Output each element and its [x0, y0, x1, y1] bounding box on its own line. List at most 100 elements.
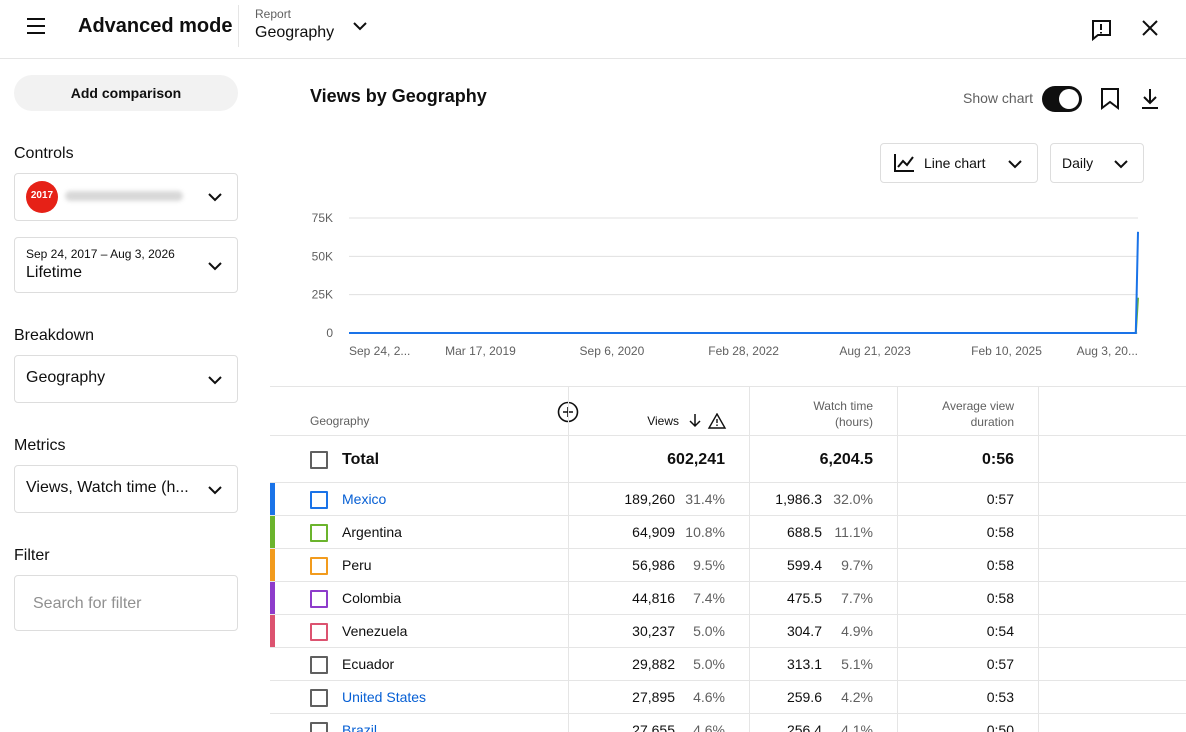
row-border [270, 482, 1186, 483]
line-chart: 0 25K 50K 75K Sep 24, 2... Mar 17, 2019 Sep 6,… [312, 211, 1139, 358]
metrics-select[interactable]: Views, Watch time (h... [14, 465, 238, 513]
report-label: Report [255, 7, 292, 21]
checkbox[interactable] [310, 491, 328, 509]
views: 189,260 [624, 491, 675, 507]
country-name: Argentina [342, 524, 402, 540]
series-line [349, 231, 1139, 334]
sort-and-warning-icons [689, 413, 727, 429]
controls-label: Controls [14, 145, 74, 162]
avg-duration: 0:58 [986, 557, 1014, 573]
column-header[interactable]: Average view duration [942, 399, 1014, 429]
report-chevron[interactable] [352, 20, 368, 32]
avg-duration: 0:57 [986, 656, 1014, 672]
column-header[interactable]: Views [647, 414, 679, 428]
views: 44,816 [632, 590, 675, 606]
metrics-label: Metrics [14, 437, 66, 454]
show-chart-toggle[interactable] [1042, 86, 1082, 112]
filter-placeholder: Search for filter [33, 595, 142, 612]
x-tick-label: Sep 24, 2... [349, 344, 410, 358]
watch-time: 1,986.3 [775, 491, 822, 507]
watch-time-percent: 7.7% [841, 590, 873, 606]
row-color-bar [270, 582, 275, 614]
row-border [270, 713, 1186, 714]
date-range: Sep 24, 2017 – Aug 3, 2026 [26, 247, 175, 261]
row-border [270, 548, 1186, 549]
header-divider [0, 58, 1186, 59]
checkbox[interactable] [310, 524, 328, 542]
breakdown-select[interactable]: Geography [14, 355, 238, 403]
chart-type-select[interactable]: Line chart [880, 143, 1038, 183]
views: 30,237 [632, 623, 675, 639]
checkbox[interactable] [310, 623, 328, 641]
date-preset: Lifetime [26, 264, 83, 281]
avg-duration: 0:53 [986, 689, 1014, 705]
column-border [749, 386, 750, 732]
column-border [897, 386, 898, 732]
checkbox[interactable] [310, 451, 328, 469]
watch-time-percent: 5.1% [841, 656, 873, 672]
column-border [568, 386, 569, 732]
column-header[interactable]: Watch time (hours) [813, 399, 873, 429]
column-border [1038, 386, 1039, 732]
country-name[interactable]: Brazil [342, 722, 378, 732]
watch-time-percent: 32.0% [833, 491, 873, 507]
report-value[interactable]: Geography [255, 24, 335, 41]
checkbox[interactable] [310, 557, 328, 575]
row-color-bar [270, 483, 275, 515]
metrics-value: Views, Watch time (h... [26, 479, 189, 496]
watch-time-percent: 4.9% [841, 623, 873, 639]
download-icon[interactable] [1140, 88, 1160, 110]
watch-time: 313.1 [786, 656, 822, 672]
checkbox[interactable] [310, 590, 328, 608]
country-name[interactable]: United States [342, 689, 427, 705]
checkbox[interactable] [310, 722, 328, 732]
views-percent: 4.6% [693, 722, 725, 732]
checkbox[interactable] [310, 689, 328, 707]
avg-duration: 0:50 [986, 722, 1014, 732]
views-percent: 7.4% [693, 590, 725, 606]
add-comparison-button[interactable]: Add comparison [14, 75, 238, 111]
breakdown-value: Geography [26, 369, 106, 386]
country-name[interactable]: Mexico [342, 491, 387, 507]
date-select[interactable]: Sep 24, 2017 – Aug 3, 2026 Lifetime [14, 237, 238, 293]
column-header: Geography [310, 414, 370, 428]
total-views: 602,241 [667, 451, 725, 468]
country-name: Peru [342, 557, 372, 573]
channel-badge: 2017 [26, 181, 58, 213]
y-tick-label: 50K [312, 249, 333, 263]
watch-time: 475.5 [786, 590, 822, 606]
chevron [208, 193, 222, 202]
menu-icon[interactable] [26, 16, 46, 36]
views-percent: 9.5% [693, 557, 725, 573]
views-percent: 5.0% [693, 623, 725, 639]
chevron [1114, 160, 1128, 169]
x-tick-label: Feb 10, 2025 [971, 344, 1042, 358]
views-percent: 10.8% [685, 524, 725, 540]
row-border [270, 680, 1186, 681]
feedback-icon[interactable] [1089, 18, 1113, 42]
y-tick-label: 75K [312, 211, 333, 225]
views-percent: 31.4% [685, 491, 725, 507]
views-percent: 5.0% [693, 656, 725, 672]
chevron [208, 376, 222, 385]
table-top-border [270, 386, 1186, 387]
bookmark-icon[interactable] [1100, 88, 1120, 110]
x-tick-label: Aug 3, 20... [1077, 344, 1138, 358]
header-separator [238, 5, 239, 47]
close-icon[interactable] [1141, 19, 1159, 37]
row-border [270, 614, 1186, 615]
total-watch-time: 6,204.5 [819, 451, 873, 468]
avg-duration: 0:54 [986, 623, 1014, 639]
interval-select[interactable]: Daily [1050, 143, 1144, 183]
watch-time: 256.4 [786, 722, 822, 732]
interval-value: Daily [1062, 155, 1094, 171]
filter-input[interactable]: Search for filter [14, 575, 238, 631]
watch-time-percent: 4.2% [841, 689, 873, 705]
avg-duration: 0:57 [986, 491, 1014, 507]
channel-select[interactable]: 2017 [14, 173, 238, 221]
views: 56,986 [632, 557, 675, 573]
show-chart-label: Show chart [963, 90, 1034, 106]
checkbox[interactable] [310, 656, 328, 674]
row-color-bar [270, 615, 275, 647]
